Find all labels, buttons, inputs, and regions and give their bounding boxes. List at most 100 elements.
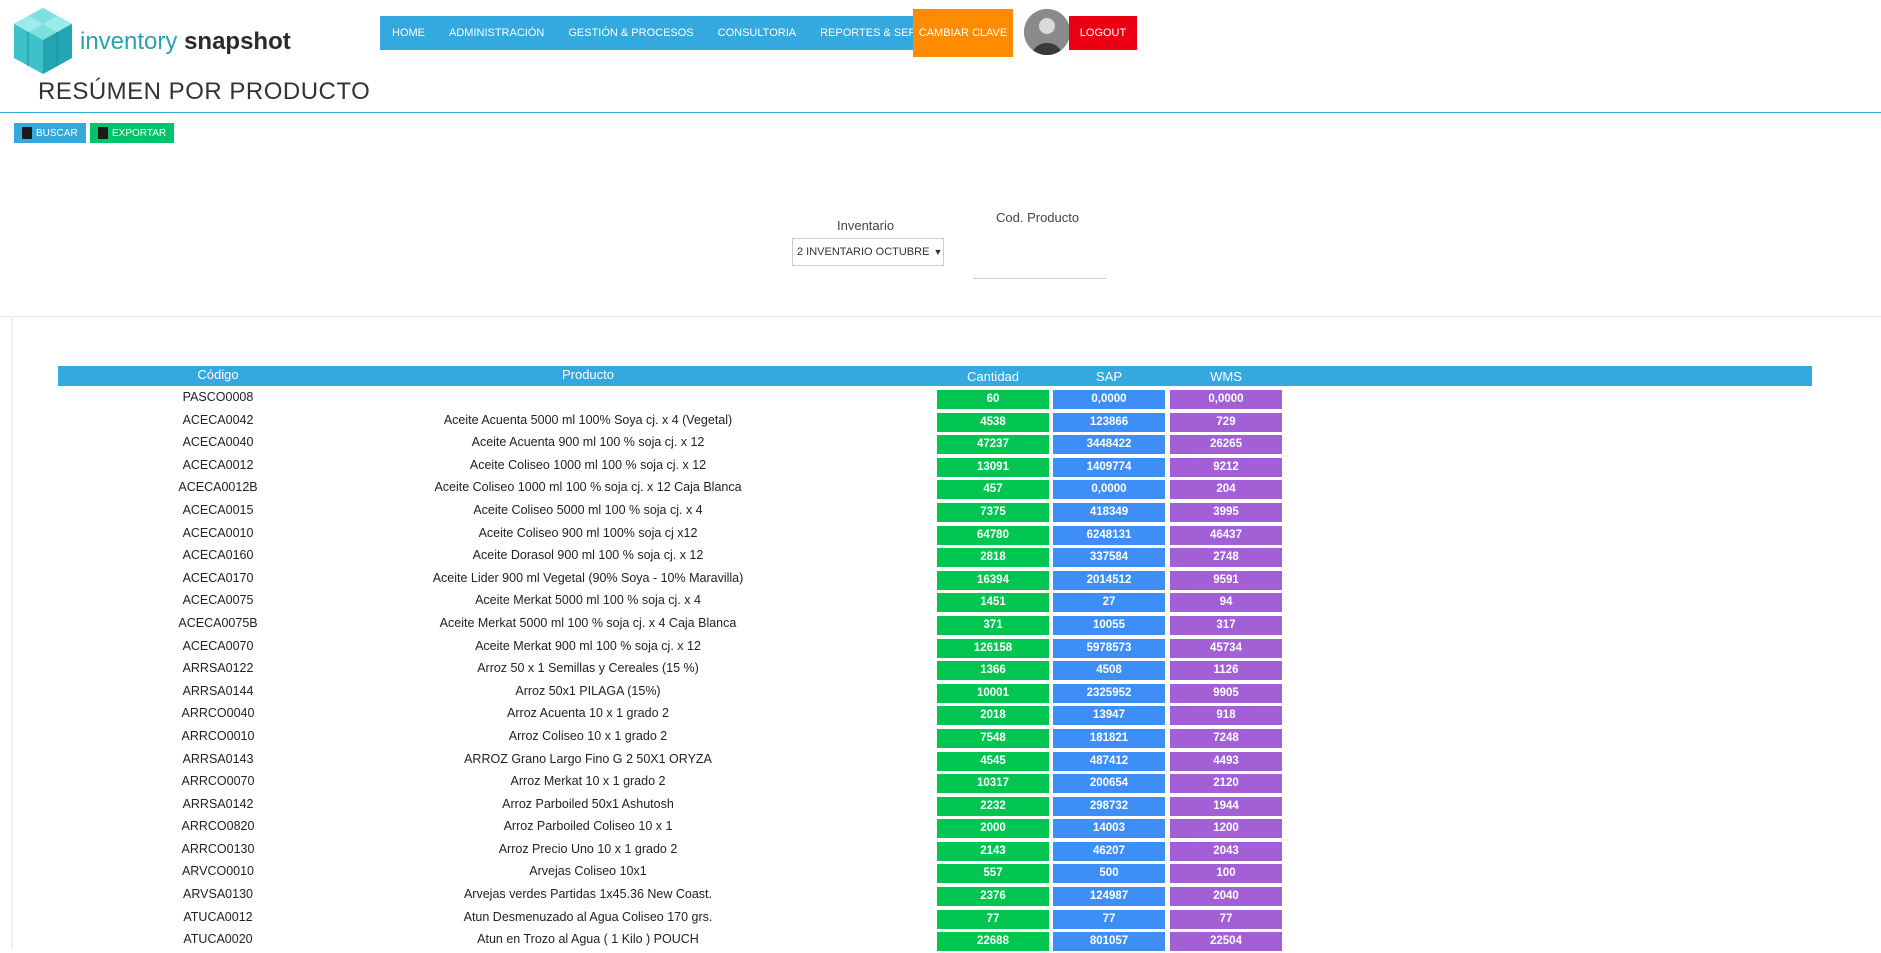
cell-producto: Aceite Lider 900 ml Vegetal (90% Soya - …: [432, 570, 744, 585]
cell-sap: 27: [1053, 593, 1165, 613]
app-logo[interactable]: inventory snapshot: [10, 6, 291, 76]
cell-cantidad: 4545: [937, 751, 1049, 771]
nav-administracion[interactable]: ADMINISTRACIÓN: [449, 27, 545, 39]
cell-codigo: ARRCO0040: [181, 706, 255, 721]
cell-sap: 46207: [1053, 841, 1165, 861]
cell-codigo: PASCO0008: [182, 390, 254, 404]
nav-gestion-procesos[interactable]: GESTIÓN & PROCESOS: [568, 27, 694, 39]
cell-wms: 26265: [1170, 435, 1282, 455]
user-avatar[interactable]: [1024, 9, 1070, 55]
cell-cantidad: 2018: [937, 706, 1049, 726]
cell-codigo: ACECA0040: [182, 435, 254, 450]
header-cantidad[interactable]: Cantidad: [966, 369, 1020, 384]
table-row[interactable]: ARVSA0130 Arvejas verdes Partidas 1x45.36…: [58, 885, 1818, 908]
table-row[interactable]: ARRCO0130 Arroz Precio Uno 10 x 1 grado 2…: [58, 840, 1818, 863]
table-row[interactable]: ARRSA0143 ARROZ Grano Largo Fino G 2 50X1…: [58, 750, 1818, 773]
table-row[interactable]: ACECA0170 Aceite Lider 900 ml Vegetal (90…: [58, 569, 1818, 592]
cell-wms: 46437: [1170, 525, 1282, 545]
cell-codigo: ARRCO0130: [181, 841, 255, 856]
cod-producto-input[interactable]: [973, 254, 1106, 279]
cell-codigo: ATUCA0012: [183, 909, 253, 924]
cell-producto: Arvejas verdes Partidas 1x45.36 New Coas…: [463, 887, 713, 902]
cell-sap: 13947: [1053, 706, 1165, 726]
table-row[interactable]: ACECA0160 Aceite Dorasol 900 ml 100 % soj…: [58, 546, 1818, 569]
cell-codigo: ACECA0170: [182, 570, 254, 585]
table-row[interactable]: ATUCA0012 Atun Desmenuzado al Agua Colise…: [58, 908, 1818, 931]
nav-home[interactable]: HOME: [392, 27, 425, 39]
cell-codigo: ACECA0010: [182, 525, 254, 540]
table-row[interactable]: ARRSA0122 Arroz 50 x 1 Semillas y Cereale…: [58, 659, 1818, 682]
cell-producto: Arroz Acuenta 10 x 1 grado 2: [507, 706, 669, 721]
cell-codigo: ATUCA0020: [183, 932, 253, 947]
table-row[interactable]: ARRSA0142 Arroz Parboiled 50x1 Ashutosh 22…: [58, 795, 1818, 818]
cell-wms: 77: [1170, 909, 1282, 929]
cell-sap: 4508: [1053, 661, 1165, 681]
table-row[interactable]: PASCO0008 60 0,0000 0,0000: [58, 388, 1818, 411]
cell-wms: 317: [1170, 615, 1282, 635]
brand-name: inventory snapshot: [80, 28, 291, 56]
inventario-select[interactable]: 2 INVENTARIO OCTUBRE ▼: [792, 238, 944, 266]
table-row[interactable]: ARRCO0820 Arroz Parboiled Coliseo 10 x 1 2…: [58, 817, 1818, 840]
cell-producto: Aceite Dorasol 900 ml 100 % soja cj. x 1…: [472, 548, 704, 563]
table-row[interactable]: ARRSA0144 Arroz 50x1 PILAGA (15%) 10001 232…: [58, 682, 1818, 705]
cell-producto: Aceite Merkat 5000 ml 100 % soja cj. x 4: [475, 593, 701, 608]
table-row[interactable]: ACECA0075 Aceite Merkat 5000 ml 100 % soj…: [58, 591, 1818, 614]
cell-producto: Aceite Merkat 5000 ml 100 % soja cj. x 4…: [439, 615, 737, 630]
cell-producto: Arroz Precio Uno 10 x 1 grado 2: [498, 841, 678, 856]
cell-producto: Atun Desmenuzado al Agua Coliseo 170 grs…: [463, 909, 713, 924]
buscar-button[interactable]: BUSCAR: [14, 123, 86, 143]
cell-wms: 4493: [1170, 751, 1282, 771]
cell-codigo: ARRSA0143: [182, 751, 254, 766]
cell-wms: 7248: [1170, 728, 1282, 748]
cell-cantidad: 7375: [937, 502, 1049, 522]
table-row[interactable]: ACECA0010 Aceite Coliseo 900 ml 100% soja…: [58, 524, 1818, 547]
cell-cantidad: 7548: [937, 728, 1049, 748]
table-row[interactable]: ACECA0012B Aceite Coliseo 1000 ml 100 % s…: [58, 478, 1818, 501]
logout-button[interactable]: LOGOUT: [1069, 16, 1137, 50]
table-row[interactable]: ARRCO0070 Arroz Merkat 10 x 1 grado 2 1031…: [58, 772, 1818, 795]
cell-wms: 0,0000: [1170, 390, 1282, 409]
cell-sap: 487412: [1053, 751, 1165, 771]
cambiar-clave-button[interactable]: CAMBIAR CLAVE: [913, 9, 1013, 57]
cell-sap: 0,0000: [1053, 480, 1165, 500]
header-codigo[interactable]: Código: [197, 367, 239, 382]
cell-cantidad: 2232: [937, 796, 1049, 816]
cell-cantidad: 2376: [937, 887, 1049, 907]
header-wms[interactable]: WMS: [1210, 369, 1242, 384]
cube-logo-icon: [14, 8, 72, 74]
cell-sap: 2014512: [1053, 570, 1165, 590]
cell-cantidad: 2143: [937, 841, 1049, 861]
table-row[interactable]: ACECA0040 Aceite Acuenta 900 ml 100 % soj…: [58, 433, 1818, 456]
cod-producto-label: Cod. Producto: [996, 210, 1080, 225]
table-row[interactable]: ACECA0012 Aceite Coliseo 1000 ml 100 % so…: [58, 456, 1818, 479]
cell-codigo: ARRSA0122: [182, 661, 254, 676]
table-row[interactable]: ATUCA0020 Atun en Trozo al Agua ( 1 Kilo …: [58, 930, 1818, 953]
cell-cantidad: 126158: [937, 638, 1049, 658]
table-row[interactable]: ACECA0075B Aceite Merkat 5000 ml 100 % so…: [58, 614, 1818, 637]
cell-producto: Arroz 50 x 1 Semillas y Cereales (15 %): [477, 661, 699, 676]
table-row[interactable]: ARRCO0040 Arroz Acuenta 10 x 1 grado 2 201…: [58, 704, 1818, 727]
cell-producto: Arroz Coliseo 10 x 1 grado 2: [508, 728, 668, 743]
table-row[interactable]: ACECA0042 Aceite Acuenta 5000 ml 100% Soy…: [58, 411, 1818, 434]
table-row[interactable]: ACECA0015 Aceite Coliseo 5000 ml 100 % so…: [58, 501, 1818, 524]
cell-sap: 10055: [1053, 615, 1165, 635]
cell-cantidad: 2000: [937, 819, 1049, 839]
cell-sap: 801057: [1053, 932, 1165, 952]
cell-wms: 1200: [1170, 819, 1282, 839]
inventario-select-value: 2 INVENTARIO OCTUBRE: [797, 246, 930, 258]
nav-consultoria[interactable]: CONSULTORIA: [717, 27, 797, 39]
header-producto[interactable]: Producto: [561, 367, 615, 382]
cell-wms: 729: [1170, 412, 1282, 432]
table-row[interactable]: ARVCO0010 Arvejas Coliseo 10x1 557 500 100: [58, 862, 1818, 885]
cell-sap: 0,0000: [1053, 390, 1165, 409]
cell-sap: 500: [1053, 864, 1165, 884]
header-sap[interactable]: SAP: [1095, 369, 1122, 384]
exportar-button[interactable]: EXPORTAR: [90, 123, 175, 143]
exportar-label: EXPORTAR: [112, 127, 167, 139]
table-row[interactable]: ARRCO0010 Arroz Coliseo 10 x 1 grado 2 754…: [58, 727, 1818, 750]
table-row[interactable]: ACECA0070 Aceite Merkat 900 ml 100 % soja…: [58, 637, 1818, 660]
cell-codigo: ARVSA0130: [183, 887, 253, 902]
inventario-label: Inventario: [837, 218, 895, 233]
user-avatar-icon: [1024, 9, 1070, 55]
header-divider: [0, 112, 1881, 113]
